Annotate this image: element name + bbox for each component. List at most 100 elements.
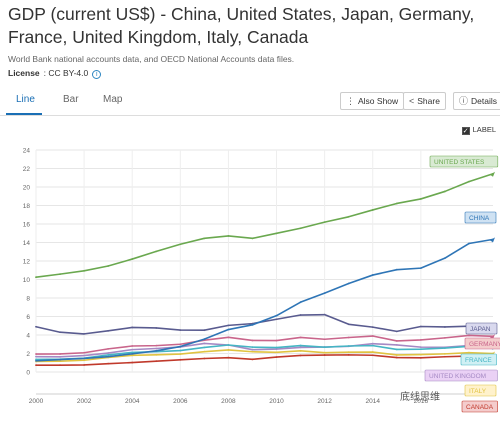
- data-point: [107, 265, 110, 267]
- details-button[interactable]: ⓘ Details: [453, 92, 500, 110]
- y-tick-label: 18: [23, 203, 31, 210]
- data-point: [419, 267, 422, 270]
- y-tick-label: 2: [26, 351, 30, 358]
- data-point: [443, 355, 446, 358]
- data-point: [371, 335, 374, 337]
- data-point: [395, 354, 398, 356]
- data-point: [299, 227, 302, 230]
- data-point: [227, 328, 230, 331]
- also-show-button[interactable]: ⋮ Also Show: [340, 92, 405, 110]
- x-tick-label: 2006: [173, 398, 188, 405]
- data-point: [371, 274, 374, 276]
- data-point: [347, 351, 350, 354]
- series-line-france: [35, 344, 494, 361]
- x-tick-label: 2010: [269, 398, 284, 405]
- data-point: [299, 354, 302, 357]
- data-point: [35, 276, 37, 279]
- data-point: [35, 364, 37, 367]
- data-point: [155, 344, 158, 347]
- data-point: [83, 269, 86, 272]
- series-label-box-italy: [464, 384, 497, 397]
- data-point: [419, 325, 422, 328]
- data-point: [275, 314, 278, 317]
- data-point: [371, 209, 374, 211]
- checkbox-checked-icon[interactable]: ✓: [461, 127, 470, 135]
- info-circle-icon: ⓘ: [459, 96, 469, 106]
- data-point: [131, 258, 134, 260]
- data-point: [443, 190, 446, 193]
- series-line-italy: [35, 349, 494, 363]
- data-point: [419, 353, 422, 356]
- data-point: [419, 348, 422, 351]
- chart-title: GDP (current US$) - China, United States…: [8, 4, 475, 47]
- data-point: [155, 347, 158, 350]
- data-point: [131, 345, 134, 347]
- y-tick-label: 10: [23, 277, 31, 284]
- data-point: [395, 348, 398, 351]
- data-point: [131, 348, 134, 351]
- data-point: [179, 353, 182, 355]
- tab-line[interactable]: Line: [16, 94, 35, 105]
- data-point: [251, 350, 254, 353]
- data-point: [275, 346, 278, 349]
- data-point: [299, 344, 302, 347]
- data-point: [323, 313, 326, 316]
- data-point: [299, 314, 302, 316]
- data-point: [323, 354, 326, 356]
- series-line-japan: [35, 313, 494, 335]
- details-label: Details: [471, 96, 497, 106]
- data-point: [131, 326, 134, 329]
- info-icon[interactable]: i: [92, 70, 102, 79]
- data-point: [395, 343, 398, 346]
- series-label-canada: CANADA: [466, 404, 494, 411]
- data-point: [275, 339, 278, 342]
- series-end-arrow: [490, 237, 495, 243]
- data-point: [83, 364, 86, 366]
- also-show-label: Also Show: [358, 96, 399, 106]
- data-point: [468, 242, 470, 245]
- data-point: [443, 352, 446, 355]
- data-point: [347, 345, 350, 347]
- data-point: [203, 346, 206, 349]
- data-point: [59, 364, 61, 367]
- label-toggle[interactable]: ✓ LABEL: [461, 125, 496, 135]
- data-point: [83, 351, 86, 354]
- data-point: [35, 355, 37, 358]
- y-tick-label: 16: [23, 222, 31, 229]
- data-point: [299, 346, 302, 349]
- x-tick-label: 2014: [366, 398, 381, 405]
- series-label-box-united-states: [429, 155, 499, 168]
- more-vertical-icon: ⋮: [346, 96, 355, 106]
- tab-map[interactable]: Map: [103, 94, 123, 105]
- share-button[interactable]: < Share: [403, 92, 446, 110]
- data-point: [419, 356, 422, 359]
- series-label-china: CHINA: [469, 215, 490, 222]
- data-point: [107, 329, 110, 332]
- license-value: : CC BY-4.0: [43, 68, 89, 78]
- data-point: [59, 273, 61, 276]
- data-point: [179, 349, 182, 352]
- data-point: [107, 355, 110, 358]
- tab-bar[interactable]: Bar: [63, 94, 79, 105]
- series-label-box-germany: [464, 337, 500, 350]
- data-point: [107, 352, 110, 354]
- data-point: [107, 347, 110, 350]
- series-label-germany: GERMANY: [469, 341, 500, 348]
- data-point: [179, 345, 182, 348]
- data-point: [131, 354, 134, 357]
- x-tick-label: 2012: [317, 398, 332, 405]
- data-point: [443, 326, 446, 328]
- series-label-box-canada: [461, 400, 498, 413]
- data-point: [275, 348, 278, 350]
- data-point: [251, 358, 254, 361]
- data-point: [155, 250, 158, 253]
- data-point: [251, 339, 254, 342]
- data-point: [468, 180, 470, 183]
- active-tab-indicator: [6, 113, 42, 115]
- series-label-italy: ITALY: [469, 388, 487, 395]
- data-point: [275, 318, 278, 321]
- x-tick-label: 2016: [414, 398, 429, 405]
- y-tick-label: 8: [26, 296, 30, 303]
- series-label-united-kingdom: UNITED KINGDOM: [429, 373, 486, 380]
